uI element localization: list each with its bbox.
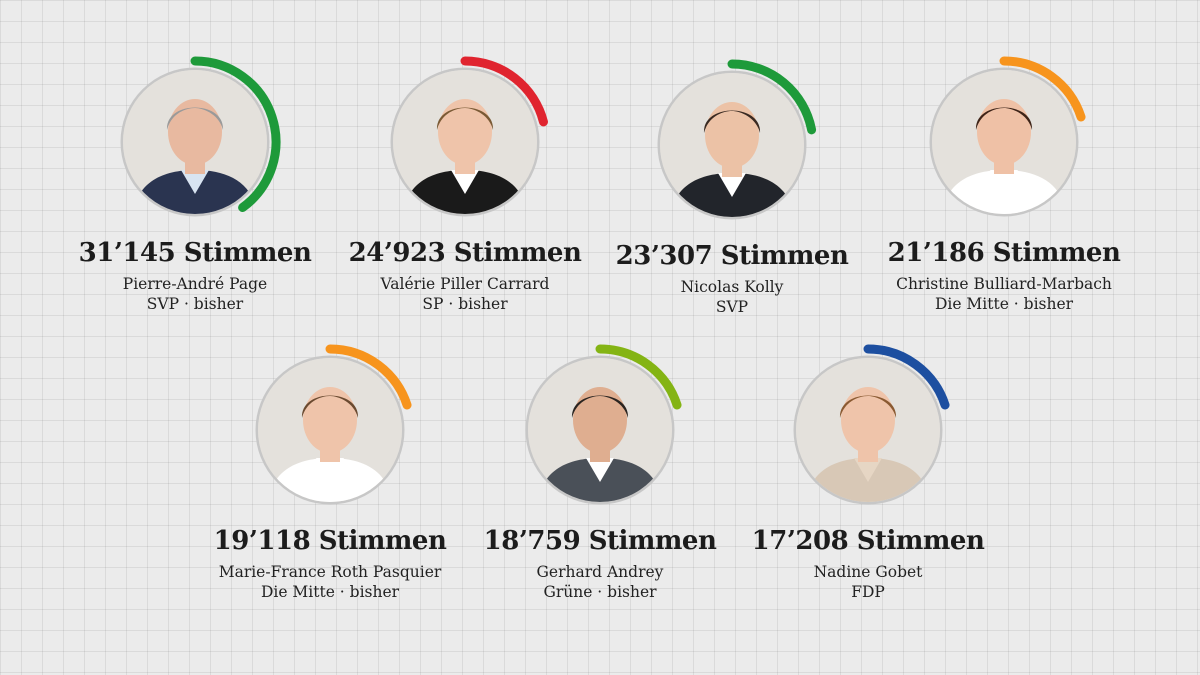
candidate-name: Gerhard Andrey — [536, 563, 664, 581]
portrait-frame — [510, 340, 690, 520]
vote-count: 19’118 Stimmen — [213, 526, 447, 556]
candidate-photo — [932, 70, 1076, 214]
candidate-party: SVP — [715, 298, 749, 316]
vote-share-arc — [325, 344, 412, 410]
vote-count: 24’923 Stimmen — [348, 238, 582, 268]
candidate-card-6: 18’759 Stimmen Gerhard Andrey Grüne · bi… — [480, 340, 720, 602]
vote-share-arc — [595, 344, 682, 410]
candidate-photo — [258, 358, 402, 502]
candidate-name: Nicolas Kolly — [680, 278, 784, 296]
candidate-photo — [660, 73, 804, 217]
candidate-name: Valérie Piller Carrard — [380, 275, 550, 293]
portrait-frame — [914, 52, 1094, 232]
candidate-party: Die Mitte · bisher — [260, 583, 400, 601]
vote-share-arc — [863, 344, 950, 410]
vote-share-arc — [999, 56, 1086, 122]
candidate-name: Marie-France Roth Pasquier — [218, 563, 442, 581]
candidate-party: SVP · bisher — [146, 295, 244, 313]
portrait-frame — [105, 52, 285, 232]
candidate-party: Grüne · bisher — [543, 583, 657, 601]
candidate-card-2: 24’923 Stimmen Valérie Piller Carrard SP… — [345, 52, 585, 314]
vote-count: 17’208 Stimmen — [751, 526, 985, 556]
candidate-party: SP · bisher — [422, 295, 508, 313]
candidate-name: Pierre-André Page — [122, 275, 268, 293]
portrait-frame — [240, 340, 420, 520]
portrait-frame — [375, 52, 555, 232]
portrait-frame — [778, 340, 958, 520]
candidate-card-5: 19’118 Stimmen Marie-France Roth Pasquie… — [210, 340, 450, 602]
candidate-name: Nadine Gobet — [813, 563, 923, 581]
vote-count: 18’759 Stimmen — [483, 526, 717, 556]
candidate-photo — [796, 358, 940, 502]
candidate-card-4: 21’186 Stimmen Christine Bulliard-Marbac… — [884, 52, 1124, 314]
candidate-name: Christine Bulliard-Marbach — [896, 275, 1112, 293]
candidate-card-1: 31’145 Stimmen Pierre-André Page SVP · b… — [75, 52, 315, 314]
candidate-photo — [393, 70, 537, 214]
vote-count: 23’307 Stimmen — [615, 241, 849, 271]
vote-count: 31’145 Stimmen — [78, 238, 312, 268]
candidate-card-3: 23’307 Stimmen Nicolas Kolly SVP — [612, 55, 852, 317]
vote-count: 21’186 Stimmen — [887, 238, 1121, 268]
candidate-card-7: 17’208 Stimmen Nadine Gobet FDP — [748, 340, 988, 602]
vote-share-arc — [727, 59, 817, 135]
candidate-photo — [528, 358, 672, 502]
portrait-frame — [642, 55, 822, 235]
vote-share-arc — [460, 56, 548, 127]
candidate-photo — [123, 70, 267, 214]
candidate-party: Die Mitte · bisher — [934, 295, 1074, 313]
vote-share-arc — [190, 56, 281, 213]
candidate-party: FDP — [851, 583, 885, 601]
